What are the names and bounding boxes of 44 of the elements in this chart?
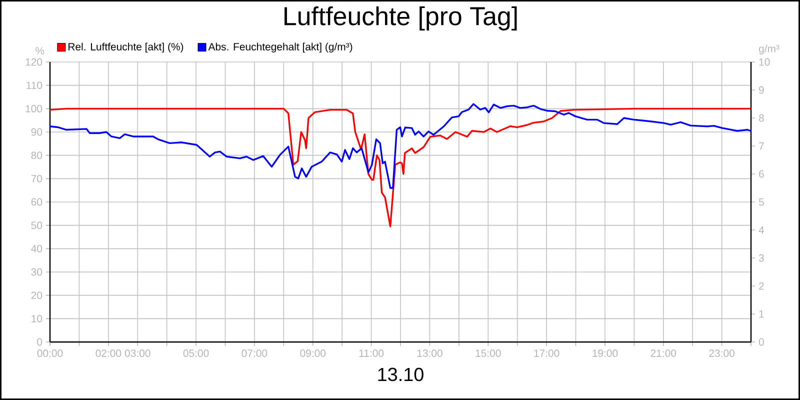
x-tick-label: 19:00 bbox=[592, 350, 618, 357]
y2-tick-label: 9 bbox=[759, 86, 764, 94]
x-tick-label: 02:00 bbox=[96, 350, 122, 357]
x-tick-label: 00:00 bbox=[37, 350, 63, 357]
x-tick-label: 21:00 bbox=[650, 350, 676, 357]
y-tick-label: 110 bbox=[26, 82, 42, 90]
y2-tick-label: 5 bbox=[758, 198, 764, 206]
y2-axis-title: g/m³ bbox=[758, 44, 780, 54]
y-tick-label: 100 bbox=[26, 104, 42, 112]
y-tick-label: 80 bbox=[31, 152, 42, 160]
y-tick-label: 30 bbox=[31, 268, 42, 276]
y-axis-title: % bbox=[36, 47, 44, 54]
x-tick-label: 03:00 bbox=[124, 350, 150, 357]
x-tick-label: 11:00 bbox=[359, 350, 384, 357]
y-tick-label: 10 bbox=[32, 314, 42, 322]
y2-tick-label: 7 bbox=[759, 142, 764, 150]
x-axis-title: 13.10 bbox=[378, 368, 424, 382]
x-tick-label: 05:00 bbox=[183, 350, 209, 357]
y-tick-label: 40 bbox=[31, 244, 42, 252]
line-series bbox=[50, 103, 752, 189]
x-tick-label: 15:00 bbox=[476, 350, 501, 357]
y2-tick-label: 4 bbox=[758, 226, 764, 234]
y-tick-label: 50 bbox=[31, 222, 42, 230]
y2-tick-label: 3 bbox=[758, 254, 764, 262]
x-tick-label: 13:00 bbox=[417, 350, 442, 357]
y2-tick-label: 0 bbox=[758, 338, 764, 346]
chart-title: Luftfeuchte [pro Tag] bbox=[284, 6, 517, 30]
y-tick-label: 0 bbox=[37, 338, 42, 346]
x-tick-label: 07:00 bbox=[242, 350, 268, 357]
y-tick-label: 60 bbox=[31, 198, 42, 206]
legend-label: Abs. Feuchtegehalt [akt] (g/m³) bbox=[208, 42, 352, 52]
x-tick-label: 09:00 bbox=[300, 350, 326, 357]
y-tick-label: 90 bbox=[31, 128, 42, 136]
y-tick-label: 120 bbox=[26, 58, 42, 66]
y2-tick-label: 1 bbox=[759, 310, 764, 318]
legend-label: Rel. Luftfeuchte [akt] (%) bbox=[68, 42, 184, 52]
y2-tick-label: 8 bbox=[758, 114, 764, 122]
x-tick-label: 17:00 bbox=[534, 350, 560, 357]
x-tick-label: 23:00 bbox=[709, 350, 734, 357]
y2-tick-label: 6 bbox=[759, 170, 764, 178]
y2-tick-label: 2 bbox=[759, 282, 764, 290]
y2-tick-label: 10 bbox=[759, 58, 770, 66]
y-tick-label: 20 bbox=[31, 292, 42, 300]
y-tick-label: 70 bbox=[31, 174, 42, 182]
